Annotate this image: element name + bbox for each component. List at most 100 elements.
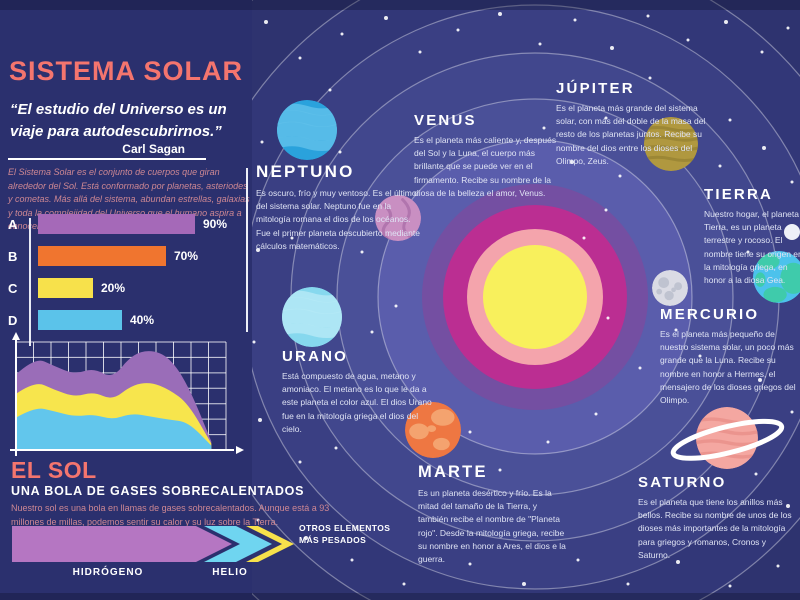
other-elements-chevron [246,526,294,562]
y-axis-arrow [12,332,20,340]
planet-jupiter [644,117,698,171]
bar-category: A [8,216,18,232]
planet-band [696,439,758,447]
planet-name: MERCURIO [660,306,760,323]
stacked-area-chart [10,332,244,456]
star-dot [256,248,260,252]
bar [38,310,122,330]
x-axis-arrow [236,446,244,454]
el-sol-title: EL SOL [11,457,97,483]
star-dot [468,430,472,434]
planet-streak [277,110,337,127]
star-dot [370,330,374,334]
star-dot [776,564,780,568]
star-dot [724,20,728,24]
divider-line [8,158,206,160]
star-dot [604,116,608,120]
star-dot [258,418,262,422]
star-dot [604,208,608,212]
planet-patch [433,437,450,451]
planet-band [644,126,698,133]
star-dot [576,558,580,562]
planet-crater [656,288,663,295]
bar-row-C: C 20% [8,278,250,298]
star-dot [676,560,680,564]
planet-streak [282,323,342,338]
planet-description: Es un planeta desértico y frío. Es la mi… [418,488,566,564]
star-dot [618,174,622,178]
planet-saturno [670,407,785,469]
composition-label-otros: OTROS ELEMENTOS MÁS PESADOS [299,523,391,545]
star-dot [786,26,790,30]
bar-value: 20% [101,281,126,295]
star-dot [786,504,790,508]
bar [38,214,195,234]
hydrogen-arrow [12,526,232,562]
star-dot [728,118,732,122]
planet-marte [405,402,461,458]
star-dot [350,558,354,562]
planet-streak [282,308,342,328]
planet-crater [674,282,683,291]
bar-row-D: D 40% [8,310,250,330]
planet-streak [277,136,337,151]
saturn-ring [670,418,785,461]
planet-neptuno [277,100,337,160]
top-edge-strip [0,0,800,10]
planet-description: Está compuesto de agua, metano y amoniac… [282,371,432,434]
star-dot [570,160,574,164]
planet-label-marte: MARTE Es un planeta desértico y frío. Es … [418,463,568,566]
planet-name: VENUS [414,112,477,129]
star-dot [298,56,302,60]
moon [784,224,800,240]
star-dot [264,20,268,24]
star-dot [754,472,758,476]
star-dot [606,316,610,320]
star-dot [402,582,406,586]
star-dot [718,164,722,168]
el-sol-subtitle: UNA BOLA DE GASES SOBRECALENTADOS [11,484,305,498]
planet-urano [282,287,342,347]
planet-label-tierra: TIERRA Nuestro hogar, el planeta Tierra, … [704,186,800,287]
planet-streak [277,121,337,141]
planet-label-neptuno: NEPTUNO Es oscuro, frío y muy ventoso. Es… [256,162,426,253]
composition-label-hidrogeno: HIDRÓGENO [72,567,144,578]
star-dot [698,354,702,358]
vertical-separator [246,168,248,332]
orbit-line [377,139,693,455]
star-dot [594,412,598,416]
quote-text: “El estudio del Universo es un viaje par… [10,101,227,140]
planet-patch [431,409,455,426]
planet-description: Es oscuro, frío y muy ventoso. Es el últ… [256,188,420,251]
bar-row-A: A 90% [8,214,250,234]
intro-paragraph: El Sistema Solar es el conjunto de cuerp… [8,167,250,231]
star-dot [298,460,302,464]
left-panel: SISTEMA SOLAR “El estudio del Universo e… [0,0,390,600]
star-dot [538,42,542,46]
planet-label-venus: VENUS Es el planeta más caliente y, despu… [414,112,566,200]
star-dot [328,88,332,92]
bar [38,278,93,298]
planet-name: MARTE [418,463,488,481]
earth-continent [757,253,780,270]
composition-label-helio: HELIO [212,567,248,578]
planet-name: JÚPITER [556,80,635,97]
star-dot [360,250,364,254]
star-dot [573,18,577,22]
star-dot [456,28,460,32]
planet-squiggle [401,198,415,241]
star-dot [790,410,794,414]
planet-description: Es el planeta más grande del sistema sol… [556,103,706,166]
star-dot [648,76,652,80]
quote-author: Carl Sagan [122,142,185,156]
planet-crater [658,277,670,288]
star-dot [686,38,690,42]
bar-category: B [8,248,18,264]
planet-band [644,135,698,142]
orbit-line [336,98,734,496]
star-dot [546,440,550,444]
star-dot [338,150,342,154]
star-dot [252,340,256,344]
star-dot [610,46,614,50]
